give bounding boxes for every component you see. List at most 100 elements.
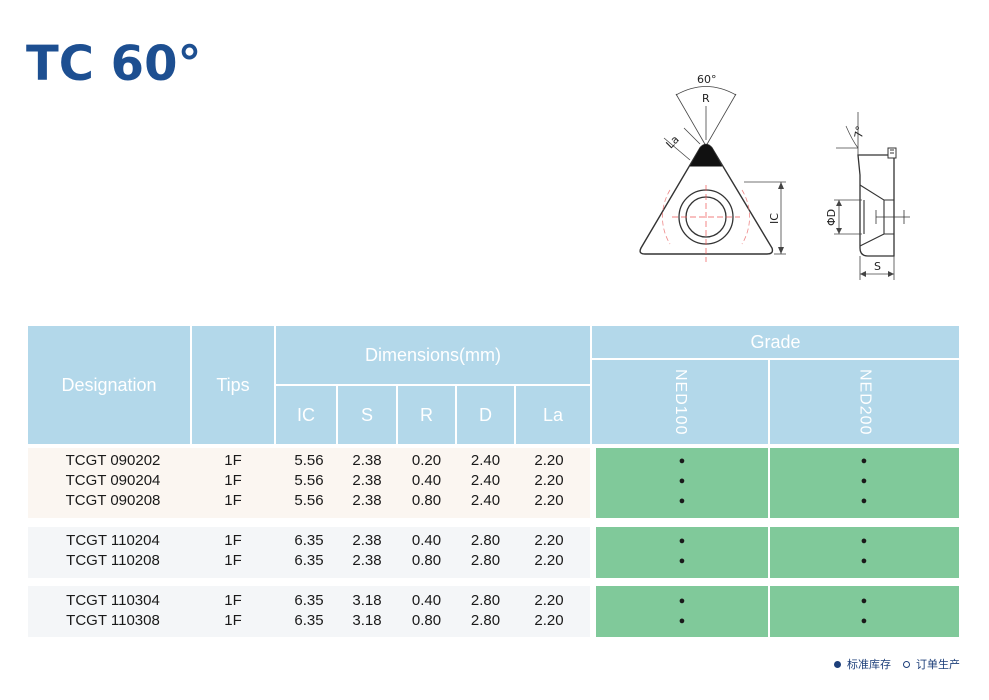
grade-name-label: NED100 xyxy=(672,368,689,436)
cell-ic: 5.56 xyxy=(294,472,324,489)
clearance-label: 7° xyxy=(852,125,867,140)
header-dim-label: D xyxy=(479,404,492,425)
cell-r: 0.20 xyxy=(411,452,442,469)
cell-ic: 6.35 xyxy=(294,592,324,609)
cell-tips: 1F xyxy=(224,492,242,509)
legend-stock-label: 标准库存 xyxy=(847,659,891,671)
cell-d: 2.40 xyxy=(470,472,501,489)
hollow-dot-icon xyxy=(903,660,910,668)
cell-designation: TCGT 090208 xyxy=(65,492,161,509)
header-dim-label: IC xyxy=(297,404,315,425)
page-title: TC 60° xyxy=(26,36,202,92)
cell-s: 3.18 xyxy=(352,612,382,629)
grade-block-ned100 xyxy=(596,586,768,637)
grade-block-ned200 xyxy=(770,448,959,518)
cell-d: 2.40 xyxy=(470,492,501,509)
ic-dimension: IC xyxy=(744,181,786,255)
cell-tips: 1F xyxy=(224,592,242,609)
cell-designation: TCGT 110208 xyxy=(66,552,160,569)
la-label: La xyxy=(664,133,682,151)
cell-r: 0.80 xyxy=(411,612,442,629)
cell-tips: 1F xyxy=(224,552,242,569)
table-row: TCGT 110308 1F 6.35 3.18 0.80 2.80 2.20 ● ● xyxy=(0,611,989,631)
s-label: S xyxy=(874,260,881,273)
cell-designation: TCGT 110308 xyxy=(66,612,160,629)
cell-tips: 1F xyxy=(224,452,242,469)
cell-s: 2.38 xyxy=(352,492,382,509)
cell-r: 0.40 xyxy=(411,472,442,489)
insert-side-view: 7° ΦD S xyxy=(825,112,910,280)
cell-s: 3.18 xyxy=(352,592,382,609)
cell-la: 2.20 xyxy=(534,552,564,569)
cell-r: 0.40 xyxy=(411,532,442,549)
stock-dot-icon: ● xyxy=(678,495,686,507)
grade-block-ned200 xyxy=(770,586,959,637)
stock-dot-icon: ● xyxy=(860,475,868,487)
header-dimensions: Dimensions(mm) xyxy=(276,326,590,384)
d-label: ΦD xyxy=(825,209,838,226)
header-designation: Designation xyxy=(28,326,190,444)
cell-designation: TCGT 110204 xyxy=(66,532,160,549)
cell-r: 0.80 xyxy=(411,492,442,509)
cell-ic: 6.35 xyxy=(294,552,324,569)
insert-top-view xyxy=(639,143,774,262)
grade-name-label: NED200 xyxy=(856,368,874,436)
header-grade-ned100: NED100 xyxy=(592,360,768,444)
header-designation-label: Designation xyxy=(61,374,157,395)
legend-stock: 标准库存 xyxy=(834,656,891,672)
header-dim-label: R xyxy=(420,404,433,425)
header-dim-label: S xyxy=(360,404,373,425)
cell-s: 2.38 xyxy=(352,532,382,549)
header-dim-label: La xyxy=(542,404,564,425)
table-group xyxy=(28,527,590,578)
header-grade-ned200: NED200 xyxy=(770,360,959,444)
ic-label: IC xyxy=(768,213,781,224)
cell-s: 2.38 xyxy=(352,552,382,569)
grade-block-ned100 xyxy=(596,527,768,578)
cell-r: 0.40 xyxy=(411,592,442,609)
stock-dot-icon: ● xyxy=(860,455,868,467)
cell-d: 2.80 xyxy=(470,532,501,549)
cell-d: 2.40 xyxy=(470,452,501,469)
cell-tips: 1F xyxy=(224,472,242,489)
cell-ic: 5.56 xyxy=(294,452,324,469)
cell-la: 2.20 xyxy=(534,452,564,469)
cell-la: 2.20 xyxy=(534,532,564,549)
header-tips-label: Tips xyxy=(216,374,250,395)
cell-la: 2.20 xyxy=(534,492,564,509)
angle-label: 60° xyxy=(697,73,717,86)
grade-block-ned100 xyxy=(596,448,768,518)
cell-ic: 6.35 xyxy=(294,532,324,549)
grade-block-ned200 xyxy=(770,527,959,578)
table-row: TCGT 110204 1F 6.35 2.38 0.40 2.80 2.20 ● ● xyxy=(0,531,989,551)
la-dimension: La xyxy=(664,127,701,161)
stock-dot-icon: ● xyxy=(860,555,868,567)
legend-order: 订单生产 xyxy=(903,656,960,672)
cell-la: 2.20 xyxy=(534,612,564,629)
header-dim-s: S xyxy=(338,386,396,444)
filled-dot-icon xyxy=(834,660,841,668)
legend-order-label: 订单生产 xyxy=(916,659,960,671)
header-dim-d: D xyxy=(457,386,514,444)
table-group xyxy=(28,586,590,637)
cell-r: 0.80 xyxy=(411,552,442,569)
stock-dot-icon: ● xyxy=(678,615,686,627)
table-row: TCGT 090204 1F 5.56 2.38 0.40 2.40 2.20 ● ● xyxy=(0,471,989,491)
cell-d: 2.80 xyxy=(470,552,501,569)
cell-la: 2.20 xyxy=(534,472,564,489)
stock-dot-icon: ● xyxy=(678,595,686,607)
cell-tips: 1F xyxy=(224,532,242,549)
cell-d: 2.80 xyxy=(470,592,501,609)
stock-dot-icon: ● xyxy=(678,555,686,567)
cell-tips: 1F xyxy=(224,612,242,629)
table-row: TCGT 110304 1F 6.35 3.18 0.40 2.80 2.20 ● ● xyxy=(0,591,989,611)
header-dim-r: R xyxy=(398,386,455,444)
stock-dot-icon: ● xyxy=(860,495,868,507)
header-dimensions-label: Dimensions(mm) xyxy=(364,344,501,365)
header-grade-label: Grade xyxy=(750,331,801,352)
table-row: TCGT 110208 1F 6.35 2.38 0.80 2.80 2.20 ● ● xyxy=(0,551,989,571)
stock-dot-icon: ● xyxy=(678,475,686,487)
header-dim-la: La xyxy=(516,386,590,444)
table-row: TCGT 090202 1F 5.56 2.38 0.20 2.40 2.20 ● ● xyxy=(0,451,989,471)
stock-dot-icon: ● xyxy=(860,535,868,547)
